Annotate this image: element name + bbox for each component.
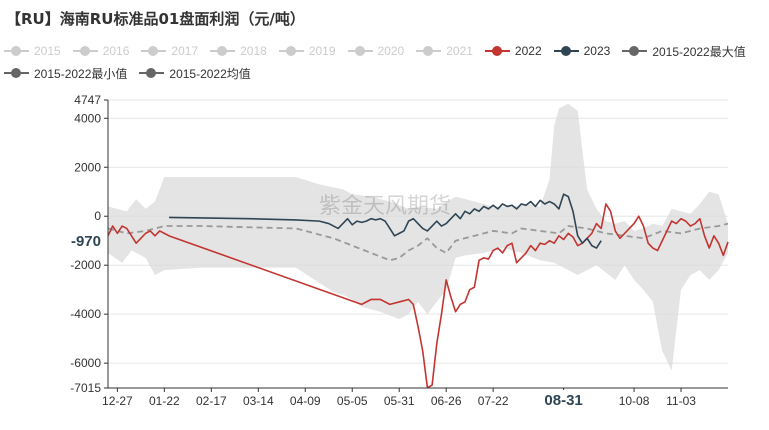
legend-swatch-icon <box>484 44 510 58</box>
x-tick-label: 11-03 <box>666 394 696 408</box>
y-tick-label: 2000 <box>74 160 101 174</box>
legend-label: 2021 <box>446 44 473 58</box>
legend-swatch-icon <box>4 66 29 80</box>
series-line-2015-2022- <box>107 222 729 262</box>
legend-label: 2015 <box>34 44 61 58</box>
legend-item-2015-2022--10[interactable]: 2015-2022最小值 <box>4 65 127 82</box>
legend-swatch-icon <box>347 44 373 58</box>
x-tick-label: 07-22 <box>478 394 509 408</box>
y-tick-label: 4747 <box>74 93 101 107</box>
legend-label: 2019 <box>308 44 336 58</box>
y-tick-label: -4000 <box>70 307 101 321</box>
x-tick-label: 04-09 <box>290 394 321 408</box>
legend-item-2015-0[interactable]: 2015 <box>4 44 61 58</box>
x-tick-label: 03-14 <box>243 394 274 408</box>
grid-lines <box>108 99 728 389</box>
legend-item-2020-5[interactable]: 2020 <box>347 44 405 58</box>
y-pointer-label: -970 <box>71 233 101 250</box>
y-tick-label: -2000 <box>70 258 101 272</box>
legend-item-2015-2022--9[interactable]: 2015-2022最大值 <box>622 43 746 60</box>
legend-item-2019-4[interactable]: 2019 <box>278 44 336 58</box>
legend-item-2023-8[interactable]: 2023 <box>553 44 611 58</box>
legend-label: 2023 <box>583 44 611 58</box>
x-pointer-label-bg <box>527 390 600 412</box>
x-tick-label: 02-17 <box>196 394 227 408</box>
legend-label: 2020 <box>377 44 405 58</box>
x-tick-label: 10-08 <box>619 394 650 408</box>
series-line-2022 <box>107 203 729 389</box>
y-pointer-label-bg <box>62 229 106 250</box>
chart-legend: 2015 2016 2017 2018 2019 2020 2021 2022 2023 2015… <box>4 40 769 84</box>
x-tick-label: 05-31 <box>384 394 415 408</box>
legend-swatch-icon <box>278 44 304 58</box>
legend-swatch-icon <box>553 44 579 58</box>
y-tick-label: 0 <box>94 209 101 223</box>
x-tick-label: 12-27 <box>102 394 133 408</box>
y-tick-label: -7015 <box>70 381 101 395</box>
legend-label: 2015-2022均值 <box>169 66 251 81</box>
legend-label: 2022 <box>514 44 542 58</box>
band-area-max-min <box>108 103 728 371</box>
legend-item-2021-6[interactable]: 2021 <box>416 44 473 58</box>
legend-swatch-icon <box>416 44 442 58</box>
legend-item-2015-2022--11[interactable]: 2015-2022均值 <box>139 65 251 82</box>
legend-label: 2018 <box>240 44 267 58</box>
legend-swatch-icon <box>4 44 29 58</box>
legend-label: 2017 <box>171 44 199 58</box>
series-lines <box>107 193 729 389</box>
legend-row-2: 2015-2022最小值 2015-2022均值 <box>4 62 769 84</box>
legend-item-2018-3[interactable]: 2018 <box>210 44 267 58</box>
legend-swatch-icon <box>139 66 165 80</box>
legend-label: 2016 <box>102 44 130 58</box>
legend-item-2016-1[interactable]: 2016 <box>72 44 130 58</box>
x-pointer-label: 08-31 <box>544 392 582 409</box>
x-tick-label: 01-22 <box>149 394 180 408</box>
legend-row-1: 2015 2016 2017 2018 2019 2020 2021 2022 2023 2015… <box>4 40 769 62</box>
legend-label: 2015-2022最小值 <box>34 66 128 81</box>
y-tick-label: 4000 <box>74 111 101 125</box>
watermark: 紫金天风期货 <box>319 193 451 218</box>
max-min-band <box>108 103 728 371</box>
legend-swatch-icon <box>210 44 236 58</box>
legend-swatch-icon <box>141 44 167 58</box>
series-line-2023 <box>169 193 602 249</box>
legend-item-2017-2[interactable]: 2017 <box>141 44 198 58</box>
y-tick-label: -6000 <box>70 356 101 370</box>
legend-item-2022-7[interactable]: 2022 <box>484 44 542 58</box>
legend-swatch-icon <box>72 44 98 58</box>
legend-swatch-icon <box>622 44 648 58</box>
x-tick-label: 06-26 <box>431 394 462 408</box>
x-tick-label: 05-05 <box>337 394 368 408</box>
chart-title: 【RU】海南RU标准品01盘面利润（元/吨） <box>6 10 305 28</box>
legend-label: 2015-2022最大值 <box>652 44 746 59</box>
